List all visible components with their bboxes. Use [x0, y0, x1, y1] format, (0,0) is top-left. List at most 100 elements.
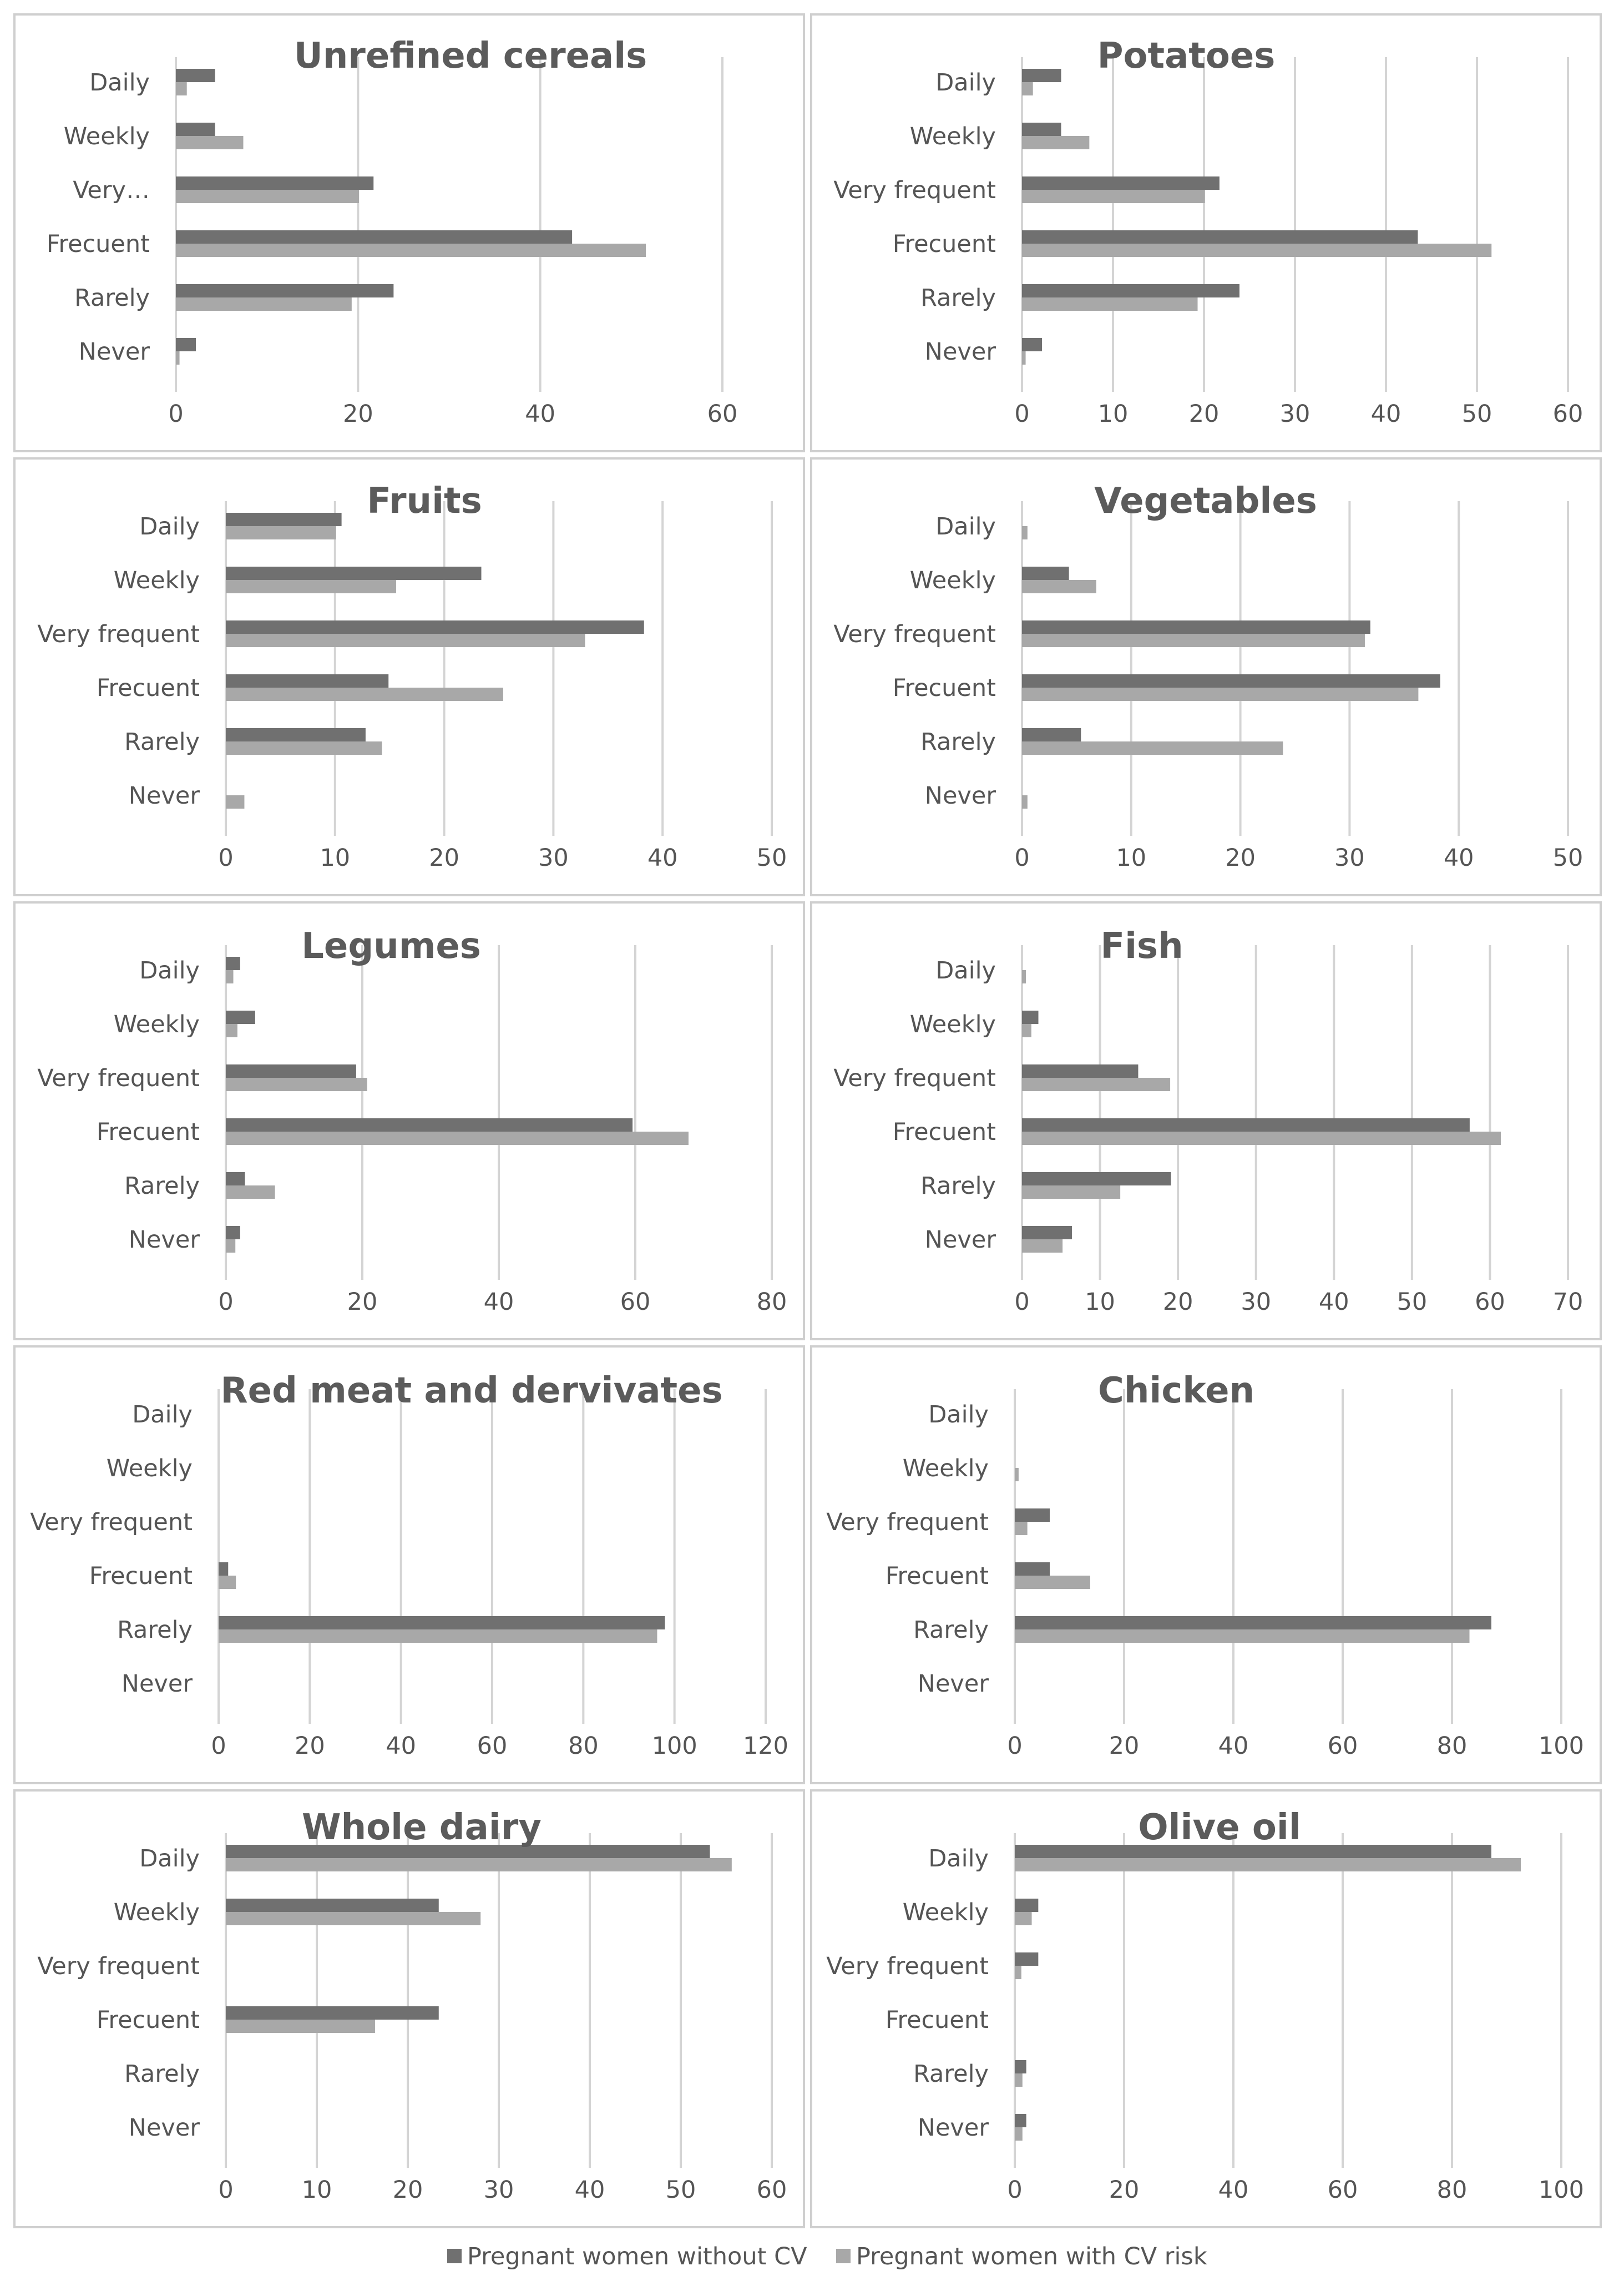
bar-frecuent-series-1 [1022, 230, 1418, 244]
category-label: Frecuent [893, 230, 996, 258]
category-label: Never [79, 338, 150, 366]
x-tick-label: 20 [343, 400, 373, 428]
category-label: Very frequent [37, 1952, 200, 1980]
bar-daily-series-2 [226, 1858, 732, 1871]
bar-frecuent-series-2 [226, 1132, 689, 1145]
bar-very-frequent-series-2 [1022, 190, 1205, 203]
category-label: Frecuent [97, 1118, 200, 1146]
bar-frecuent-series-2 [1015, 1576, 1090, 1589]
category-label: Frecuent [89, 1562, 193, 1590]
category-label: Never [129, 782, 200, 810]
x-tick-label: 60 [1328, 2176, 1358, 2204]
bar-very-frequent-series-1 [1022, 176, 1220, 190]
x-tick-label: 40 [525, 400, 555, 428]
bar-never-series-1 [1022, 1226, 1072, 1239]
bar-frecuent-series-2 [1022, 1132, 1501, 1145]
category-label: Daily [139, 513, 200, 541]
x-tick-label: 80 [568, 1732, 599, 1760]
chart-title: Fish [1100, 926, 1183, 967]
bar-rarely-series-1 [1022, 1172, 1171, 1185]
x-tick-label: 40 [575, 2176, 605, 2204]
category-label: Rarely [74, 284, 150, 312]
legend: Pregnant women without CV Pregnant women … [447, 2243, 1207, 2270]
bar-weekly-series-1 [1015, 1899, 1039, 1912]
category-label: Rarely [920, 1172, 996, 1200]
x-tick-label: 10 [320, 844, 350, 872]
bar-never-series-2 [226, 1239, 236, 1253]
x-tick-label: 50 [666, 2176, 696, 2204]
category-label: Frecuent [886, 2006, 989, 2034]
bar-very-frequent-series-2 [1022, 1078, 1171, 1091]
bar-frecuent-series-1 [226, 2006, 439, 2020]
bar-frecuent-series-1 [1015, 1562, 1050, 1576]
bar-rarely-series-1 [1022, 728, 1081, 741]
category-label: Rarely [920, 728, 996, 756]
bar-daily-series-1 [226, 513, 342, 526]
chart-panel-whole-dairy: 0 10 20 30 40 50 60 Daily Weekly Very frequent Fre… [13, 1789, 805, 2228]
category-label: Weekly [903, 1455, 989, 1482]
bar-weekly-series-1 [176, 123, 215, 136]
category-label: Never [925, 782, 996, 810]
x-tick-label: 60 [1328, 1732, 1358, 1760]
bar-frecuent-series-2 [176, 244, 646, 257]
x-tick-label: 40 [647, 844, 678, 872]
bar-frecuent-series-2 [1022, 244, 1492, 257]
x-tick-label: 50 [1397, 1288, 1427, 1316]
bar-rarely-series-2 [226, 1185, 275, 1199]
category-label: Never [925, 1226, 996, 1254]
category-label: Never [122, 1670, 193, 1698]
category-label: Very frequent [826, 1508, 989, 1536]
category-label: Weekly [910, 123, 996, 150]
category-label: Rarely [117, 1616, 193, 1644]
x-tick-label: 60 [707, 400, 738, 428]
bar-daily-series-2 [1022, 970, 1026, 983]
legend-label-1: Pregnant women without CV [467, 2243, 807, 2270]
bar-frecuent-series-1 [226, 674, 389, 688]
x-tick-label: 40 [1218, 1732, 1249, 1760]
bar-never-series-1 [1022, 338, 1043, 351]
category-label: Very frequent [833, 620, 996, 648]
category-label: Weekly [64, 123, 150, 150]
bar-rarely-series-2 [176, 297, 352, 311]
x-tick-label: 80 [757, 1288, 787, 1316]
bar-very-series-2 [176, 190, 359, 203]
bar-daily-series-1 [176, 69, 215, 82]
bar-very-frequent-series-1 [1015, 1508, 1050, 1522]
x-tick-label: 10 [1098, 400, 1129, 428]
x-tick-label: 20 [429, 844, 459, 872]
category-label: Frecuent [47, 230, 150, 258]
bar-weekly-series-2 [1022, 580, 1096, 593]
x-tick-label: 20 [1225, 844, 1256, 872]
x-tick-label: 40 [1319, 1288, 1349, 1316]
bar-rarely-series-2 [219, 1629, 657, 1643]
x-tick-label: 50 [757, 844, 787, 872]
bar-frecuent-series-2 [226, 2020, 375, 2033]
bar-weekly-series-2 [1015, 1468, 1019, 1481]
bar-daily-series-1 [1022, 69, 1061, 82]
bar-never-series-2 [1015, 2127, 1023, 2141]
bar-rarely-series-2 [1022, 297, 1198, 311]
bar-rarely-series-2 [1022, 741, 1283, 755]
category-label: Rarely [124, 2060, 200, 2088]
chart-title: Whole dairy [302, 1807, 542, 1848]
chart-panel-unrefined-cereals: 0 20 40 60 Daily Weekly Very… Frecuent Rarely Nev… [13, 13, 805, 452]
x-tick-label: 0 [218, 2176, 233, 2204]
category-label: Very frequent [826, 1952, 989, 1980]
chart-panel-fish: 0 10 20 30 40 50 60 70 Daily Weekly Very frequent F… [810, 901, 1602, 1340]
x-tick-label: 70 [1553, 1288, 1583, 1316]
bar-very-frequent-series-2 [226, 634, 585, 647]
category-label: Never [129, 2114, 200, 2142]
x-tick-label: 120 [743, 1732, 788, 1760]
bar-rarely-series-2 [226, 741, 382, 755]
bar-weekly-series-1 [226, 1899, 439, 1912]
x-tick-label: 80 [1437, 1732, 1468, 1760]
legend-swatch-2 [836, 2249, 851, 2263]
chart-title: Vegetables [1094, 481, 1317, 522]
bar-weekly-series-2 [226, 580, 397, 593]
category-label: Weekly [107, 1455, 193, 1482]
chart-title: Unrefined cereals [294, 36, 647, 77]
bar-never-series-1 [226, 1226, 240, 1239]
panel-frame [810, 1345, 1602, 1784]
bar-frecuent-series-1 [219, 1562, 229, 1576]
bar-very-frequent-series-2 [1015, 1522, 1028, 1535]
